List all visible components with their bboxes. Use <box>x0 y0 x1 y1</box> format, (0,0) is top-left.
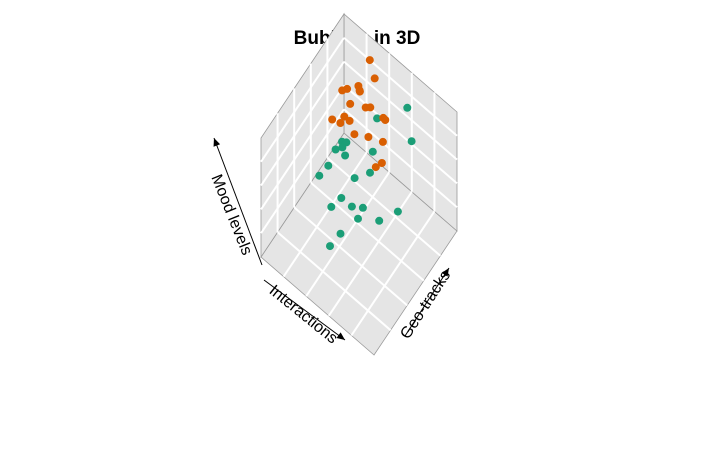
data-point <box>403 103 412 112</box>
data-point <box>327 202 336 211</box>
data-point <box>326 242 334 251</box>
y-axis-arrow-head <box>441 268 449 277</box>
data-point <box>350 174 359 183</box>
wall-gridline <box>260 108 345 234</box>
data-point <box>315 171 324 180</box>
data-point <box>354 214 362 223</box>
data-point <box>366 103 375 112</box>
wall-gridline <box>260 84 345 210</box>
data-point <box>338 86 347 95</box>
data-point <box>365 56 374 65</box>
floor-gridline <box>305 171 391 297</box>
wall-gridline <box>260 61 345 187</box>
data-point <box>407 137 416 146</box>
data-point <box>337 194 346 202</box>
floor-gridline <box>326 157 442 257</box>
data-point <box>368 147 377 156</box>
data-point <box>370 74 379 83</box>
data-point <box>373 114 382 123</box>
floor-gridline <box>276 231 392 331</box>
x-axis-arrow-head <box>336 332 345 340</box>
data-point <box>346 99 355 108</box>
data-point <box>336 119 345 127</box>
data-point <box>324 161 333 170</box>
floor-gridline <box>282 152 368 278</box>
wall-gridline <box>343 60 458 161</box>
data-point <box>355 86 364 95</box>
wall-gridline <box>343 84 458 185</box>
data-point <box>331 145 340 154</box>
data-point <box>340 112 349 121</box>
y-axis-arrow <box>404 267 450 337</box>
z-axis-arrow <box>213 137 263 266</box>
data-point <box>358 203 367 212</box>
data-point <box>350 130 359 139</box>
data-point <box>393 207 402 216</box>
data-point <box>364 133 373 141</box>
wall-gridline <box>343 37 458 137</box>
data-point <box>347 202 356 211</box>
wall-gridline <box>260 37 345 163</box>
x-axis-arrow <box>263 279 346 341</box>
data-point <box>338 143 347 152</box>
z-axis-arrow-head <box>213 138 221 147</box>
data-point <box>371 163 380 172</box>
data-point <box>378 137 387 146</box>
data-point <box>366 168 374 177</box>
data-point <box>328 115 337 124</box>
wall-gridline <box>343 108 458 208</box>
data-point <box>375 216 384 225</box>
data-point <box>377 159 386 167</box>
data-point <box>336 229 345 238</box>
data-point <box>345 116 354 125</box>
floor-gridline <box>293 206 408 307</box>
data-point <box>341 151 350 160</box>
floor-gridline <box>350 210 436 336</box>
data-point <box>379 113 388 122</box>
floor-gridline <box>310 181 425 282</box>
